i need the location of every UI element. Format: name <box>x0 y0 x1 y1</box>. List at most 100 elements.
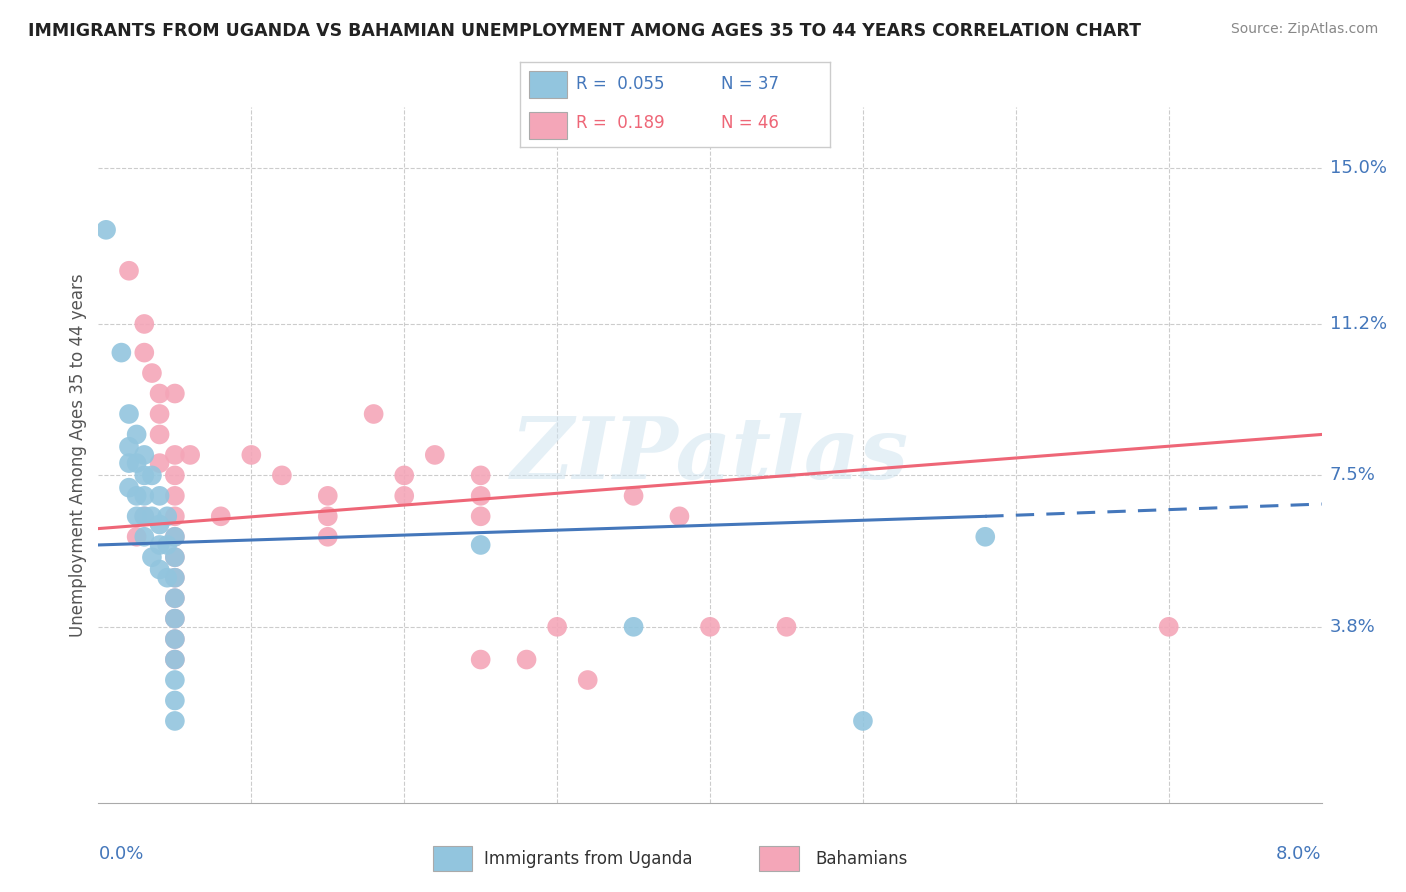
Point <box>149 386 172 401</box>
Point <box>699 620 721 634</box>
Point <box>134 509 156 524</box>
Point <box>163 468 186 483</box>
Point <box>149 517 172 532</box>
Point <box>118 440 141 454</box>
Text: 0.0%: 0.0% <box>98 845 143 863</box>
Text: IMMIGRANTS FROM UGANDA VS BAHAMIAN UNEMPLOYMENT AMONG AGES 35 TO 44 YEARS CORREL: IMMIGRANTS FROM UGANDA VS BAHAMIAN UNEMP… <box>28 22 1142 40</box>
Point <box>163 550 186 565</box>
Point <box>94 223 117 237</box>
Point <box>141 366 163 380</box>
Text: R =  0.055: R = 0.055 <box>576 76 665 94</box>
Point <box>316 489 339 503</box>
Point <box>134 509 156 524</box>
FancyBboxPatch shape <box>530 112 567 139</box>
Point <box>470 489 492 503</box>
Point <box>775 620 797 634</box>
Point <box>118 456 141 470</box>
Point <box>163 448 186 462</box>
Point <box>668 509 690 524</box>
Point <box>179 448 201 462</box>
Point <box>470 468 492 483</box>
Point <box>156 538 179 552</box>
Point <box>110 345 132 359</box>
Point <box>118 407 141 421</box>
Point <box>974 530 997 544</box>
Point <box>423 448 446 462</box>
Text: 3.8%: 3.8% <box>1330 618 1375 636</box>
Point <box>163 632 186 646</box>
Point <box>163 571 186 585</box>
Text: R =  0.189: R = 0.189 <box>576 114 665 132</box>
Point <box>623 489 645 503</box>
Text: N = 46: N = 46 <box>721 114 779 132</box>
Point <box>125 509 148 524</box>
Point <box>125 489 148 503</box>
Point <box>118 264 141 278</box>
Point <box>125 427 148 442</box>
Point <box>163 714 186 728</box>
Point <box>470 538 492 552</box>
Point <box>515 652 537 666</box>
Point <box>546 620 568 634</box>
Point <box>1157 620 1180 634</box>
Point <box>163 530 186 544</box>
Point <box>270 468 294 483</box>
Point <box>163 530 186 544</box>
Point <box>470 652 492 666</box>
Point <box>392 489 416 503</box>
Text: 8.0%: 8.0% <box>1277 845 1322 863</box>
Point <box>149 538 172 552</box>
Point <box>163 612 186 626</box>
Point <box>470 509 492 524</box>
Point <box>149 489 172 503</box>
Point <box>149 427 172 442</box>
Point <box>134 448 156 462</box>
Point <box>134 468 156 483</box>
Point <box>392 468 416 483</box>
Point <box>316 530 339 544</box>
Text: N = 37: N = 37 <box>721 76 779 94</box>
Point <box>163 652 186 666</box>
Point <box>134 317 156 331</box>
Text: 11.2%: 11.2% <box>1330 315 1388 333</box>
Point <box>240 448 263 462</box>
FancyBboxPatch shape <box>433 847 472 871</box>
FancyBboxPatch shape <box>530 71 567 98</box>
Point <box>623 620 645 634</box>
Point <box>209 509 232 524</box>
Point <box>316 509 339 524</box>
Point <box>163 550 186 565</box>
Point <box>141 468 163 483</box>
Point <box>163 612 186 626</box>
Text: ZIPatlas: ZIPatlas <box>510 413 910 497</box>
Point <box>134 345 156 359</box>
Point <box>125 530 148 544</box>
Point <box>149 562 172 576</box>
Text: Bahamians: Bahamians <box>815 849 908 868</box>
Point <box>163 652 186 666</box>
Y-axis label: Unemployment Among Ages 35 to 44 years: Unemployment Among Ages 35 to 44 years <box>69 273 87 637</box>
Point <box>852 714 875 728</box>
Point <box>141 509 163 524</box>
Point <box>576 673 599 687</box>
Text: Immigrants from Uganda: Immigrants from Uganda <box>484 849 692 868</box>
Point <box>163 693 186 707</box>
Point <box>156 509 179 524</box>
FancyBboxPatch shape <box>759 847 799 871</box>
Point <box>134 530 156 544</box>
Text: Source: ZipAtlas.com: Source: ZipAtlas.com <box>1230 22 1378 37</box>
Point <box>163 591 186 606</box>
Point <box>118 481 141 495</box>
Point <box>163 386 186 401</box>
Point <box>141 550 163 565</box>
Point <box>163 489 186 503</box>
Point <box>163 591 186 606</box>
Point <box>363 407 385 421</box>
Point <box>134 489 156 503</box>
Point <box>149 456 172 470</box>
Text: 7.5%: 7.5% <box>1330 467 1376 484</box>
Point <box>156 571 179 585</box>
Point <box>163 509 186 524</box>
Point <box>163 571 186 585</box>
Text: 15.0%: 15.0% <box>1330 160 1386 178</box>
